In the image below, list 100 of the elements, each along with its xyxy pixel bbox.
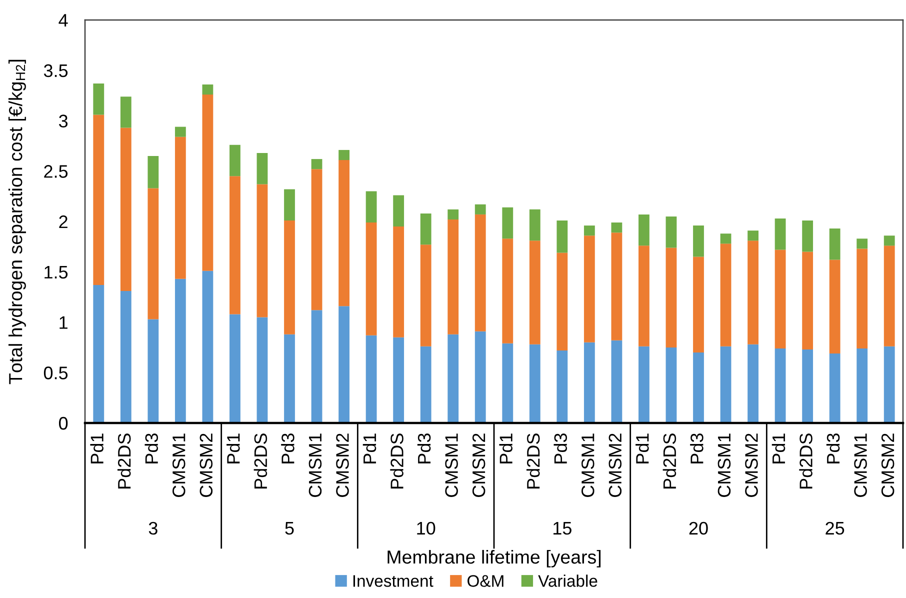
bar: [256, 152, 268, 184]
y-tick-label: 2.5: [44, 165, 68, 178]
text: 3: [148, 522, 158, 535]
text: 20: [689, 522, 708, 535]
x-tick-label: CMSM2: [745, 434, 758, 498]
bar: [774, 348, 786, 423]
bar: [802, 349, 814, 423]
bar: [202, 94, 214, 271]
y-tick-label: 0.5: [44, 366, 68, 380]
bar: [856, 348, 868, 423]
bar: [748, 240, 758, 344]
bar: [638, 214, 650, 246]
y-tick-label: 0: [59, 416, 68, 430]
x-tick-label: Pd1: [772, 434, 786, 464]
bar: [174, 126, 186, 137]
x-tick-label: CMSM2: [881, 434, 894, 498]
bar: [666, 248, 677, 348]
legend-label: O&M: [468, 575, 504, 587]
y-tick-label: 1: [60, 316, 68, 329]
x-tick-label: CMSM2: [608, 434, 622, 498]
bar: [202, 84, 214, 95]
x-tick-label: Pd3: [826, 434, 840, 464]
bar: [829, 228, 840, 260]
bar: [366, 191, 377, 223]
x-tick-label: Pd1: [362, 434, 376, 464]
bar: [611, 340, 622, 423]
bar: [748, 344, 758, 423]
bar: [311, 310, 322, 423]
bar: [284, 220, 295, 334]
bar: [284, 334, 295, 423]
bar: [693, 226, 704, 257]
bar: [638, 246, 650, 346]
bar: [420, 346, 432, 423]
text: 25: [826, 522, 844, 535]
bar: [693, 256, 704, 352]
bar: [148, 319, 159, 423]
y-tick-label: 3.5: [44, 64, 68, 78]
bar: [393, 195, 404, 227]
x-tick-label: Pd1: [499, 434, 512, 464]
x-tick-label: Pd1: [90, 434, 104, 464]
bar: [120, 96, 132, 128]
bar: [584, 226, 595, 236]
x-tick-label: Pd3: [690, 434, 704, 464]
bar: [720, 244, 732, 346]
x-tick-label: Pd2DS: [526, 434, 540, 488]
bar: [420, 213, 432, 245]
bar: [311, 159, 322, 170]
text: 10: [417, 522, 436, 535]
bar: [393, 226, 404, 338]
x-tick-label: Pd2DS: [799, 434, 812, 488]
bar: [256, 184, 268, 318]
y-tick-label: 2: [59, 215, 68, 228]
x-tick-label: CMSM2: [200, 434, 213, 498]
bar: [502, 207, 514, 239]
x-tick-label: CMSM1: [854, 434, 867, 498]
bar: [720, 346, 732, 423]
bar: [556, 350, 568, 423]
x-tick-label: CMSM1: [445, 434, 458, 498]
x-tick-label: CMSM2: [336, 434, 349, 498]
x-tick-label: CMSM1: [172, 434, 186, 498]
bar: [556, 252, 568, 350]
bar: [120, 128, 132, 292]
bar: [93, 284, 104, 423]
bar: [93, 114, 104, 285]
bar: [420, 244, 432, 346]
bar: [748, 230, 758, 241]
bar: [366, 222, 377, 336]
y-axis-title: Total hydrogen separation cost [€/kg$_{H2}$]: [8, 60, 26, 384]
x-tick-label: CMSM1: [718, 434, 731, 498]
bar: [366, 335, 377, 423]
x-tick-label: Pd3: [144, 434, 158, 464]
bar: [774, 250, 786, 348]
y-tick-label: 1.5: [44, 266, 68, 279]
bar: [802, 220, 814, 252]
bar: [93, 83, 104, 115]
bar: [311, 169, 322, 310]
x-tick-label: Pd1: [636, 434, 649, 464]
bar: [529, 240, 540, 344]
x-tick-label: Pd2DS: [390, 434, 404, 488]
bar: [393, 337, 404, 423]
bar: [338, 150, 350, 160]
bar: [474, 331, 486, 423]
bar: [448, 219, 459, 334]
bar: [638, 346, 650, 423]
y-tick-label: 4: [58, 14, 68, 27]
bar: [584, 236, 595, 342]
x-tick-label: Pd2DS: [662, 434, 676, 488]
bar: [693, 352, 704, 423]
x-tick-label: Pd3: [554, 434, 568, 464]
bar: [448, 334, 459, 423]
bar: [202, 270, 214, 423]
bar: [856, 248, 868, 348]
bar: [666, 347, 677, 423]
bar: [611, 222, 622, 233]
bar: [148, 188, 159, 320]
x-tick-label: CMSM2: [472, 434, 486, 498]
legend-label: Variable: [538, 574, 598, 587]
bar: [884, 246, 895, 346]
bar: [338, 306, 350, 423]
bar: [556, 220, 568, 253]
